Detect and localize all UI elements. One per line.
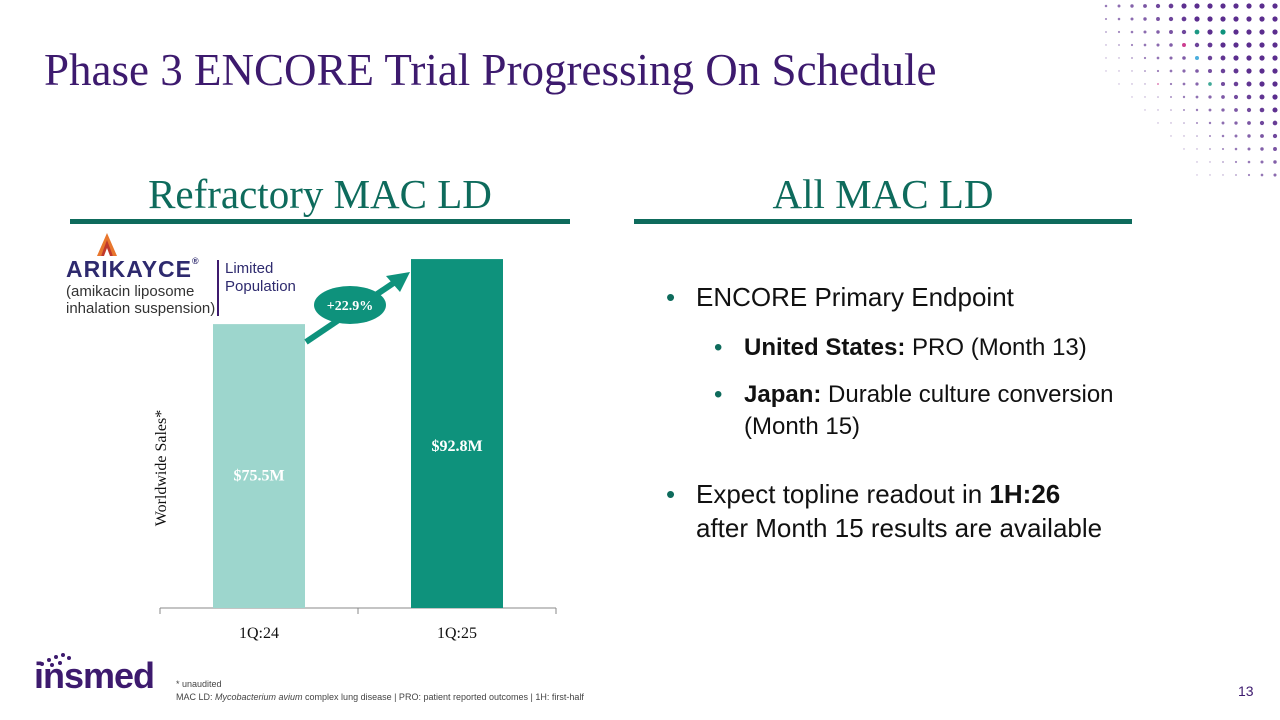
bar-2 xyxy=(411,259,503,608)
left-section-rule xyxy=(70,219,570,224)
footnote-abbreviations: MAC LD: Mycobacterium avium complex lung… xyxy=(176,692,584,702)
arikayce-subtitle-line2: inhalation suspension) xyxy=(66,300,216,317)
right-section-heading: All MAC LD xyxy=(772,171,994,217)
decorative-dot-pattern xyxy=(1104,3,1278,177)
arikayce-logo: ARIKAYCE® (amikacin liposome inhalation … xyxy=(66,232,306,318)
bars-group: $75.5M 1Q:24 $92.8M 1Q:25 xyxy=(213,259,503,642)
bar-value-label-1: $75.5M xyxy=(233,467,284,484)
insmed-logo-dots xyxy=(40,653,71,667)
sub-bullet-japan-cont: (Month 15) xyxy=(744,413,861,440)
population-label-line1: Limited xyxy=(225,260,274,277)
population-label-line2: Population xyxy=(225,278,296,295)
bullet-topline-readout-cont: after Month 15 results are available xyxy=(696,513,1103,543)
growth-indicator: +22.9% xyxy=(304,272,410,345)
x-tick-label-1: 1Q:24 xyxy=(239,625,279,642)
logo-divider xyxy=(217,260,219,316)
footnote-unaudited: * unaudited xyxy=(176,679,222,689)
bar-value-label-2: $92.8M xyxy=(431,438,482,455)
y-axis-label: Worldwide Sales* xyxy=(153,410,170,526)
insmed-logo: insmed xyxy=(34,655,155,696)
growth-badge xyxy=(314,286,386,324)
arikayce-subtitle-line1: (amikacin liposome xyxy=(66,283,195,300)
page-number: 13 xyxy=(1238,683,1254,699)
page-title: Phase 3 ENCORE Trial Progressing On Sche… xyxy=(44,45,937,95)
arikayce-brand: ARIKAYCE® xyxy=(66,256,200,282)
bar-1 xyxy=(213,324,305,608)
right-section-rule xyxy=(634,219,1132,224)
arikayce-flame-icon xyxy=(97,233,117,256)
sales-bar-chart: Worldwide Sales* $75.5M1Q:24$92.8M1Q:25 … xyxy=(153,259,557,642)
x-tick-label-2: 1Q:25 xyxy=(437,625,477,642)
growth-label: +22.9% xyxy=(327,299,373,314)
left-section-heading: Refractory MAC LD xyxy=(148,171,492,217)
growth-arrow-head xyxy=(386,272,410,292)
